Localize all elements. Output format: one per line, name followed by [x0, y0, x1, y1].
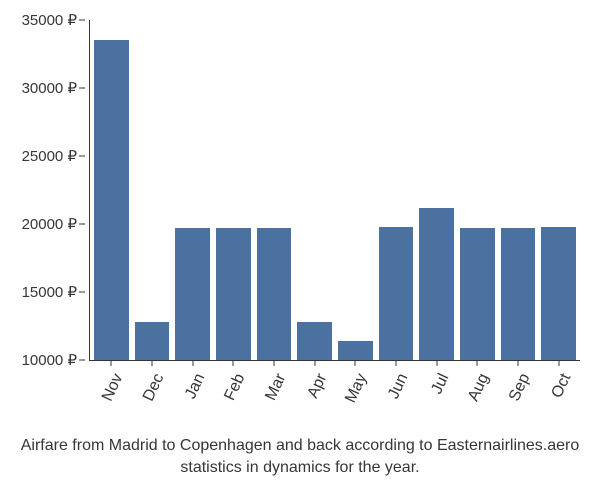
bar-slot [175, 20, 210, 360]
x-label-slot: Nov [94, 365, 129, 425]
plot-area [90, 20, 580, 360]
x-tick-label: Dec [140, 371, 168, 404]
x-tick-label: Jun [385, 371, 412, 402]
bar-slot [460, 20, 495, 360]
y-tick-mark [79, 292, 85, 293]
bar-slot [216, 20, 251, 360]
bar [297, 322, 332, 360]
x-label-slot: Apr [297, 365, 332, 425]
y-tick-mark [79, 224, 85, 225]
x-tick-mark [396, 360, 397, 366]
x-tick-mark [111, 360, 112, 366]
bar-slot [379, 20, 414, 360]
x-label-slot: May [338, 365, 373, 425]
x-label-slot: Mar [257, 365, 292, 425]
x-tick-mark [152, 360, 153, 366]
x-tick-mark [314, 360, 315, 366]
x-tick-label: Jul [428, 371, 453, 397]
y-tick-mark [79, 88, 85, 89]
y-tick-mark [79, 20, 85, 21]
x-tick-label: May [343, 371, 372, 406]
bar [135, 322, 170, 360]
y-tick-label: 10000 ₽ [22, 351, 77, 369]
bar-slot [541, 20, 576, 360]
bar-slot [94, 20, 129, 360]
x-tick-mark [436, 360, 437, 366]
x-tick-label: Apr [304, 371, 331, 401]
y-tick-label: 30000 ₽ [22, 79, 77, 97]
x-tick-mark [233, 360, 234, 366]
x-tick-mark [518, 360, 519, 366]
x-label-slot: Jul [419, 365, 454, 425]
bar-slot [338, 20, 373, 360]
y-tick-label: 35000 ₽ [22, 11, 77, 29]
x-label-slot: Sep [501, 365, 536, 425]
bar-slot [419, 20, 454, 360]
x-tick-label: Jan [182, 371, 209, 402]
x-tick-mark [477, 360, 478, 366]
x-tick-mark [192, 360, 193, 366]
bar-slot [135, 20, 170, 360]
bar [216, 228, 251, 360]
y-tick-label: 25000 ₽ [22, 147, 77, 165]
bar-slot [501, 20, 536, 360]
y-tick-mark [79, 156, 85, 157]
x-tick-mark [355, 360, 356, 366]
bar [379, 227, 414, 360]
chart-caption: Airfare from Madrid to Copenhagen and ba… [0, 435, 600, 478]
bar-slot [297, 20, 332, 360]
bar [94, 40, 129, 360]
y-axis: 10000 ₽15000 ₽20000 ₽25000 ₽30000 ₽35000… [0, 20, 85, 360]
bar [460, 228, 495, 360]
x-tick-label: Feb [222, 371, 250, 404]
y-tick-label: 15000 ₽ [22, 283, 77, 301]
x-tick-label: Mar [262, 371, 290, 404]
x-label-slot: Feb [216, 365, 251, 425]
x-label-slot: Oct [541, 365, 576, 425]
x-label-slot: Jun [379, 365, 414, 425]
x-tick-mark [274, 360, 275, 366]
x-tick-label: Sep [506, 371, 534, 404]
bar [419, 208, 454, 360]
y-tick-label: 20000 ₽ [22, 215, 77, 233]
bar [338, 341, 373, 360]
bar [501, 228, 536, 360]
bar [257, 228, 292, 360]
x-label-slot: Aug [460, 365, 495, 425]
bar-slot [257, 20, 292, 360]
x-axis: Nov Dec Jan Feb Mar Apr May Jun Jul Aug Sep Oct [90, 365, 580, 425]
airfare-bar-chart: 10000 ₽ 15000 ₽ 20000 ₽ 25000 ₽ 30000 ₽ 35000… [0, 0, 600, 500]
x-label-slot: Dec [135, 365, 170, 425]
bar [541, 227, 576, 360]
x-tick-label: Nov [99, 371, 127, 404]
x-label-slot: Jan [175, 365, 210, 425]
bar [175, 228, 210, 360]
x-axis-line [90, 360, 580, 361]
x-tick-label: Aug [465, 371, 493, 404]
x-tick-mark [558, 360, 559, 366]
bars-group [90, 20, 580, 360]
x-tick-label: Oct [548, 371, 575, 401]
y-tick-mark [79, 360, 85, 361]
